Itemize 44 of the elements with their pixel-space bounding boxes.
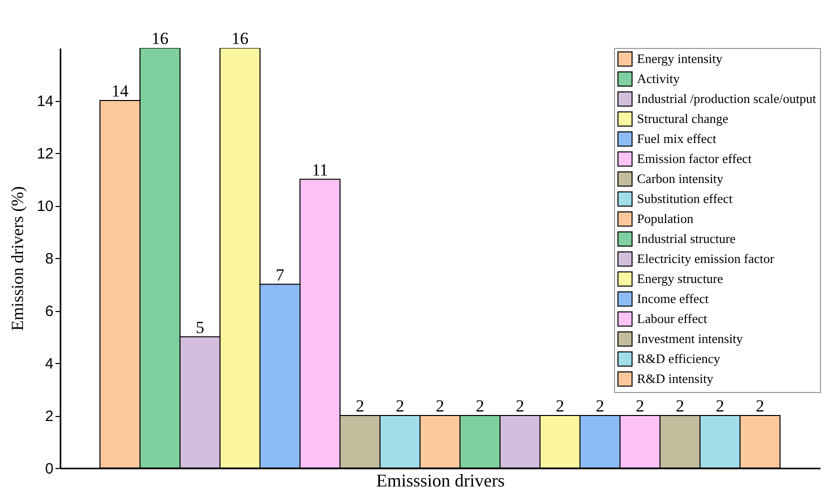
legend-label: Labour effect [637, 311, 708, 326]
y-tick-label: 4 [45, 356, 54, 372]
data-label: 16 [232, 29, 248, 48]
data-label: 2 [676, 396, 684, 416]
legend-label: Fuel mix effect [637, 131, 717, 146]
y-tick-label: 12 [36, 146, 54, 162]
legend-label: Energy intensity [637, 51, 723, 66]
data-label: 2 [436, 396, 444, 416]
data-label: 16 [152, 29, 168, 48]
legend-label: Industrial /production scale/output [637, 91, 816, 106]
legend-label: R&D efficiency [637, 351, 721, 366]
y-tick-label: 6 [45, 303, 54, 320]
legend-label: Population [637, 211, 694, 226]
data-label: 2 [636, 396, 644, 416]
data-label: 2 [716, 396, 724, 416]
legend-label: Activity [637, 71, 680, 86]
data-label: 2 [756, 396, 764, 416]
data-label: 7 [276, 265, 285, 284]
data-label: 2 [556, 396, 564, 416]
y-tick-label: 8 [45, 250, 54, 268]
legend-label: R&D intensity [637, 371, 714, 386]
legend-label: Investment intensity [637, 331, 744, 346]
data-label: 2 [396, 396, 404, 416]
y-tick-label: 0 [45, 460, 54, 478]
data-label: 11 [312, 160, 328, 180]
data-label: 14 [112, 82, 129, 100]
data-label: 2 [516, 396, 524, 416]
legend-label: Industrial structure [637, 231, 736, 246]
legend-label: Carbon intensity [637, 171, 724, 186]
y-tick-label: 2 [45, 408, 54, 425]
legend-label: Emission factor effect [637, 151, 752, 166]
data-label: 5 [196, 318, 204, 337]
data-label: 2 [356, 396, 364, 416]
data-label: 2 [596, 396, 604, 416]
y-tick-label: 14 [36, 93, 54, 110]
data-label: 2 [476, 396, 484, 416]
legend-label: Structural change [637, 111, 729, 126]
legend-label: Substitution effect [637, 191, 733, 206]
x-axis-title: Emisssion drivers [376, 470, 505, 490]
legend-label: Electricity emission factor [637, 251, 775, 266]
legend-label: Energy structure [637, 271, 724, 286]
y-axis-title: Emission drivers (%) [8, 186, 27, 331]
legend-label: Income effect [637, 291, 709, 306]
y-tick-label: 10 [36, 198, 54, 215]
